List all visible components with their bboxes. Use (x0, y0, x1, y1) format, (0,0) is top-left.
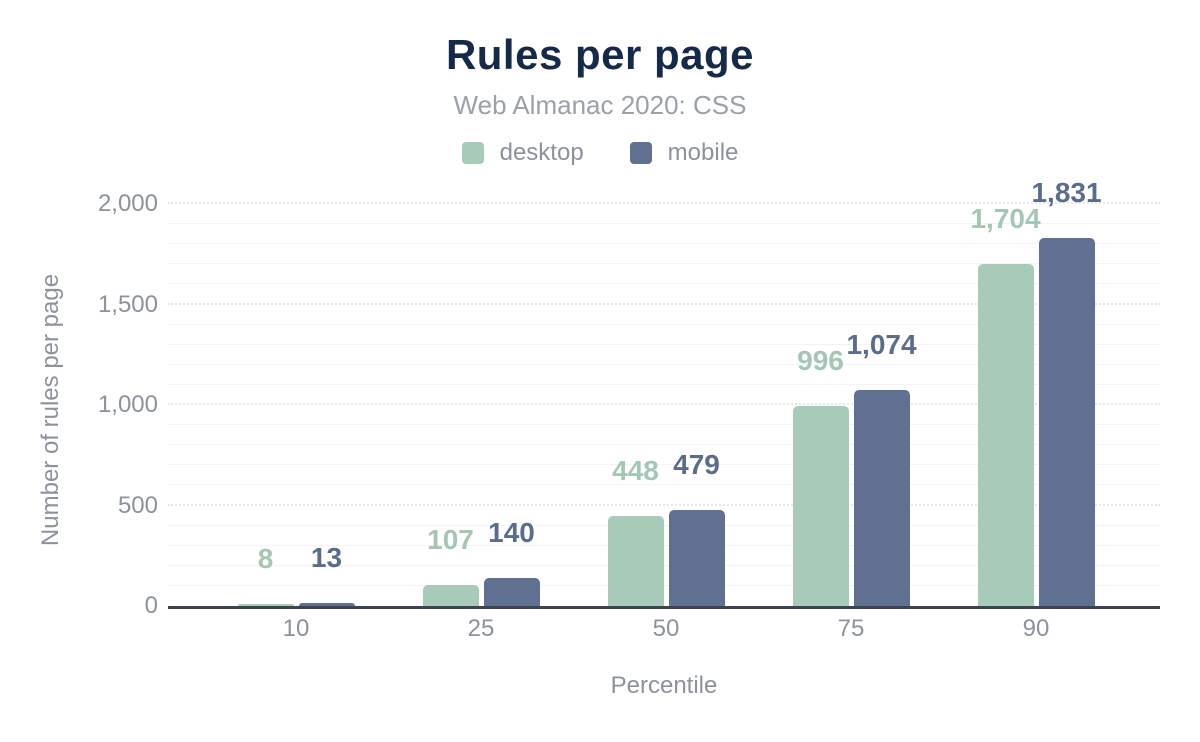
data-label-mobile-p75: 1,074 (846, 329, 917, 361)
data-label-mobile-p25: 140 (488, 516, 535, 548)
bar-mobile-p50 (668, 509, 725, 606)
bar-desktop-p90 (977, 263, 1034, 606)
minor-gridline (168, 343, 1160, 345)
data-label-mobile-p10: 13 (310, 542, 343, 574)
major-gridline (168, 403, 1160, 405)
minor-gridline (168, 263, 1160, 265)
x-tick-label-90: 90 (1022, 615, 1050, 642)
data-label-desktop-p50: 448 (612, 454, 659, 486)
data-label-desktop-p75: 996 (797, 344, 844, 376)
bar-desktop-p50 (607, 515, 664, 606)
data-label-desktop-p10: 8 (257, 543, 274, 575)
minor-gridline (168, 283, 1160, 285)
x-axis-title: Percentile (610, 672, 718, 699)
legend-item-mobile: mobile (629, 139, 739, 166)
legend-label-mobile: mobile (667, 139, 739, 166)
minor-gridline (168, 363, 1160, 365)
major-gridline (168, 202, 1160, 204)
y-tick-label: 1,500 (97, 290, 158, 318)
data-label-desktop-p25: 107 (427, 523, 474, 555)
desktop-swatch-icon (461, 142, 484, 164)
x-tick-label-10: 10 (282, 615, 310, 642)
bar-desktop-p75 (792, 405, 849, 606)
minor-gridline (168, 383, 1160, 385)
x-tick-label-75: 75 (837, 615, 865, 642)
minor-gridline (168, 544, 1160, 546)
bar-desktop-p10 (237, 604, 294, 606)
bar-mobile-p25 (483, 577, 540, 606)
minor-gridline (168, 444, 1160, 446)
mobile-swatch-icon (629, 142, 652, 164)
y-tick-label: 1,000 (97, 391, 158, 418)
y-tick-label: 500 (117, 491, 158, 519)
minor-gridline (168, 323, 1160, 325)
chart-subtitle: Web Almanac 2020: CSS (453, 90, 747, 120)
bar-mobile-p90 (1038, 237, 1095, 606)
bar-mobile-p75 (853, 390, 910, 606)
major-gridline (168, 302, 1160, 305)
x-tick-label-50: 50 (652, 615, 680, 642)
bar-mobile-p10 (298, 603, 355, 606)
minor-gridline (168, 424, 1160, 426)
x-tick-label-25: 25 (467, 615, 495, 642)
minor-gridline (168, 484, 1160, 486)
data-label-desktop-p90: 1,704 (970, 202, 1041, 234)
minor-gridline (168, 584, 1160, 586)
y-tick-label: 0 (144, 592, 158, 619)
major-gridline (168, 503, 1160, 506)
minor-gridline (168, 243, 1160, 245)
plot-area: 8 13 107 140 448 479 996 1,074 1,704 1,831 (168, 178, 1160, 609)
y-tick-label: 2,000 (97, 190, 158, 217)
minor-gridline (168, 564, 1160, 566)
bar-desktop-p25 (422, 584, 479, 606)
x-axis-line (168, 606, 1160, 609)
legend-label-desktop: desktop (499, 139, 584, 166)
data-label-mobile-p90: 1,831 (1031, 176, 1102, 208)
legend: desktop mobile (0, 140, 1200, 166)
minor-gridline (168, 524, 1160, 526)
data-label-mobile-p50: 479 (673, 448, 720, 480)
chart-title: Rules per page (445, 31, 755, 78)
legend-item-desktop: desktop (461, 139, 584, 166)
minor-gridline (168, 464, 1160, 466)
minor-gridline (168, 223, 1160, 225)
